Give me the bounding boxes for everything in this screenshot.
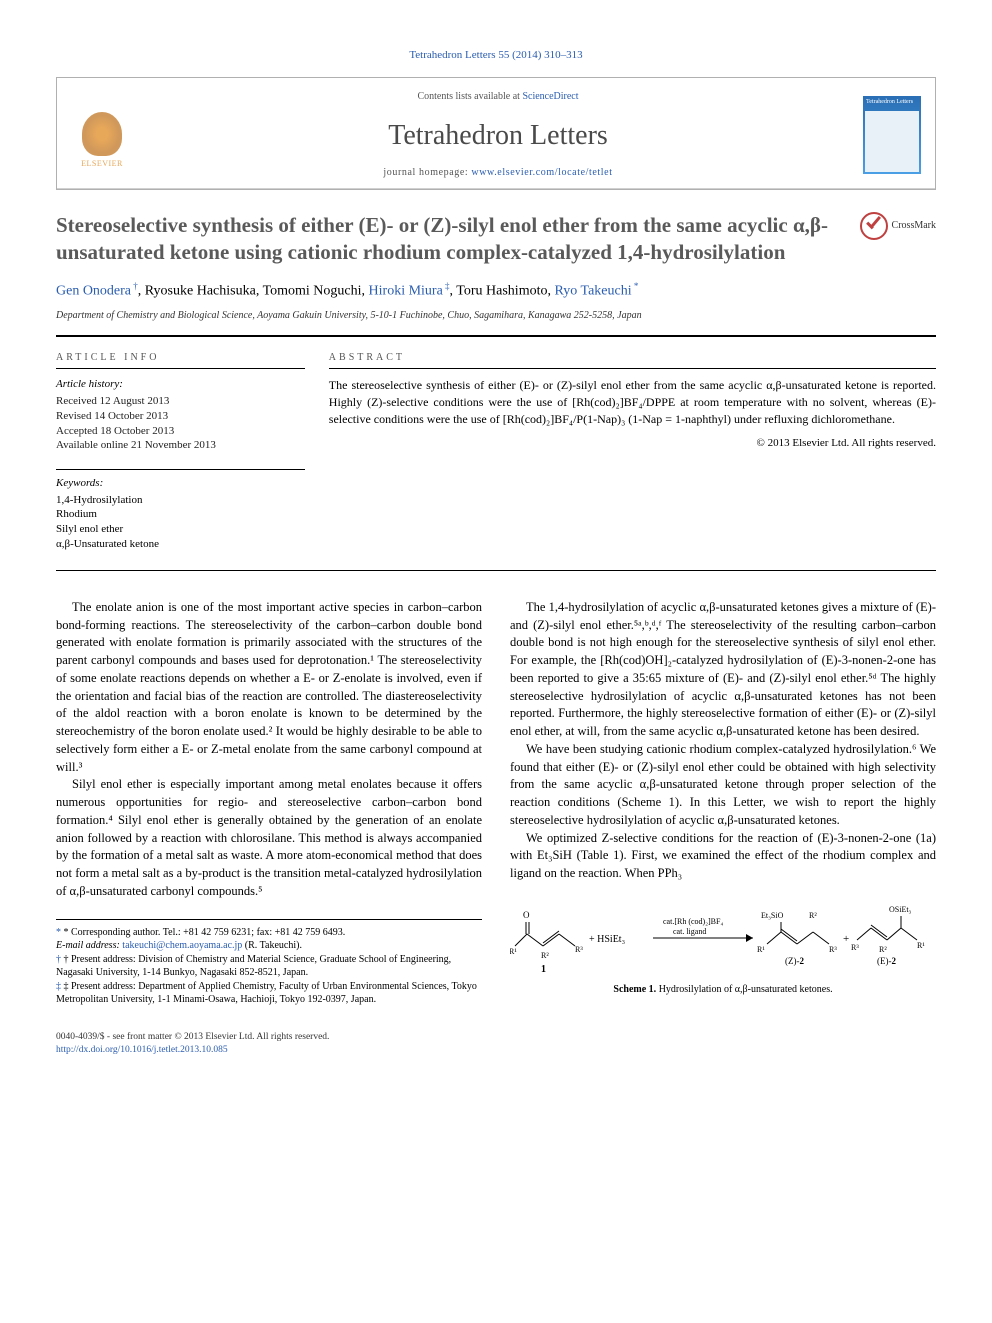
elsevier-label: ELSEVIER [81, 158, 123, 169]
scheme-1-caption: Scheme 1. Hydrosilylation of α,β-unsatur… [510, 983, 936, 997]
footnotes: * * Corresponding author. Tel.: +81 42 7… [56, 919, 482, 1007]
article-title: Stereoselective synthesis of either (E)-… [56, 212, 860, 267]
journal-cover-thumbnail: Tetrahedron Letters [863, 96, 921, 174]
body-para-r1: The 1,4-hydrosilylation of acyclic α,β-u… [510, 599, 936, 741]
article-info-label: ARTICLE INFO [56, 351, 305, 369]
scheme-1-figure: O R¹ R² R³ 1 + HSiEt₃ cat.[Rh (cod)₂] [510, 897, 936, 1003]
svg-text:OSiEt₃: OSiEt₃ [889, 905, 912, 914]
history-label: Article history: [56, 377, 305, 392]
journal-header: ELSEVIER Contents lists available at Sci… [56, 77, 936, 189]
footnote-dagger-text: † Present address: Division of Chemistry… [56, 954, 451, 979]
title-block: Stereoselective synthesis of either (E)-… [56, 212, 936, 338]
footnote-ddagger: ‡ ‡ Present address: Department of Appli… [56, 980, 482, 1007]
svg-text:+ HSiEt₃: + HSiEt₃ [589, 934, 625, 945]
history-accepted: Accepted 18 October 2013 [56, 424, 305, 439]
page-footer: 0040-4039/$ - see front matter © 2013 El… [56, 1031, 936, 1058]
author-takeuchi[interactable]: Ryo Takeuchi [554, 284, 631, 299]
footer-doi: http://dx.doi.org/10.1016/j.tetlet.2013.… [56, 1044, 329, 1057]
footer-left: 0040-4039/$ - see front matter © 2013 El… [56, 1031, 329, 1058]
homepage-prefix: journal homepage: [383, 167, 471, 178]
svg-text:R²: R² [809, 911, 817, 920]
doi-link[interactable]: http://dx.doi.org/10.1016/j.tetlet.2013.… [56, 1045, 228, 1055]
authors-line: Gen Onodera †, Ryosuke Hachisuka, Tomomi… [56, 280, 936, 301]
email-suffix: (R. Takeuchi). [242, 940, 302, 951]
svg-text:(Z)-2: (Z)-2 [785, 956, 805, 966]
email-link[interactable]: takeuchi@chem.aoyama.ac.jp [122, 940, 242, 951]
affiliation: Department of Chemistry and Biological S… [56, 309, 936, 323]
body-para-l1: The enolate anion is one of the most imp… [56, 599, 482, 777]
svg-text:R¹: R¹ [917, 941, 925, 950]
svg-text:R¹: R¹ [757, 945, 765, 954]
scheme-caption-text: Hydrosilylation of α,β-unsaturated keton… [656, 984, 832, 995]
svg-text:R³: R³ [829, 945, 837, 954]
svg-text:(E)-2: (E)-2 [877, 956, 897, 966]
scheme-1-svg: O R¹ R² R³ 1 + HSiEt₃ cat.[Rh (cod)₂] [510, 898, 936, 982]
body-para-r3: We optimized Z-selective conditions for … [510, 830, 936, 883]
author-noguchi: Tomomi Noguchi [263, 284, 362, 299]
abstract-copyright: © 2013 Elsevier Ltd. All rights reserved… [329, 436, 936, 451]
history-revised: Revised 14 October 2013 [56, 409, 305, 424]
corr-sup[interactable]: * [632, 281, 639, 291]
contents-available-line: Contents lists available at ScienceDirec… [133, 90, 863, 104]
svg-text:cat. ligand: cat. ligand [673, 927, 706, 936]
svg-text:O: O [523, 910, 530, 920]
keyword-2: Rhodium [56, 507, 305, 522]
homepage-link[interactable]: www.elsevier.com/locate/tetlet [471, 167, 612, 178]
abstract-text: The stereoselective synthesis of either … [329, 377, 936, 427]
history-online: Available online 21 November 2013 [56, 438, 305, 453]
footnote-corr: * * Corresponding author. Tel.: +81 42 7… [56, 926, 482, 940]
info-abstract-row: ARTICLE INFO Article history: Received 1… [56, 351, 936, 571]
abstract-label: ABSTRACT [329, 351, 936, 369]
svg-text:R³: R³ [575, 945, 583, 954]
scheme-1-structures: O R¹ R² R³ 1 + HSiEt₃ cat.[Rh (cod)₂] [510, 903, 936, 977]
svg-text:1: 1 [541, 964, 546, 975]
article-info-column: ARTICLE INFO Article history: Received 1… [56, 351, 329, 552]
footnote-email: E-mail address: takeuchi@chem.aoyama.ac.… [56, 939, 482, 953]
elsevier-logo: ELSEVIER [71, 101, 133, 169]
author-miura[interactable]: Hiroki Miura [369, 284, 443, 299]
footnote-dagger: † † Present address: Division of Chemist… [56, 953, 482, 980]
crossmark-badge[interactable]: CrossMark [860, 212, 936, 240]
keyword-3: Silyl enol ether [56, 522, 305, 537]
footnote-corr-text: * Corresponding author. Tel.: +81 42 759… [64, 927, 346, 938]
citation-link[interactable]: Tetrahedron Letters 55 (2014) 310–313 [409, 49, 582, 61]
abstract-column: ABSTRACT The stereoselective synthesis o… [329, 351, 936, 552]
email-label: E-mail address: [56, 940, 122, 951]
cover-art [865, 111, 919, 172]
body-left-column: The enolate anion is one of the most imp… [56, 599, 482, 1007]
body-para-r2: We have been studying cationic rhodium c… [510, 741, 936, 830]
svg-text:cat.[Rh (cod)₂]BF₄: cat.[Rh (cod)₂]BF₄ [663, 917, 723, 926]
svg-text:R²: R² [541, 951, 549, 960]
svg-text:+: + [843, 933, 849, 945]
svg-text:R¹: R¹ [510, 947, 517, 956]
elsevier-tree-icon [82, 112, 122, 156]
history-received: Received 12 August 2013 [56, 394, 305, 409]
footnote-ddagger-text: ‡ Present address: Department of Applied… [56, 981, 477, 1006]
citation-line: Tetrahedron Letters 55 (2014) 310–313 [56, 48, 936, 63]
dagger-sup[interactable]: † [131, 281, 138, 291]
sciencedirect-link[interactable]: ScienceDirect [522, 91, 578, 102]
cover-label: Tetrahedron Letters [863, 96, 921, 109]
keyword-4: α,β-Unsaturated ketone [56, 537, 305, 552]
body-right-column: The 1,4-hydrosilylation of acyclic α,β-u… [510, 599, 936, 1007]
author-onodera[interactable]: Gen Onodera [56, 284, 131, 299]
body-para-l2: Silyl enol ether is especially important… [56, 776, 482, 900]
contents-prefix: Contents lists available at [417, 91, 522, 102]
body-columns: The enolate anion is one of the most imp… [56, 599, 936, 1007]
footer-copyright: 0040-4039/$ - see front matter © 2013 El… [56, 1031, 329, 1044]
scheme-caption-bold: Scheme 1. [613, 984, 656, 995]
crossmark-icon [860, 212, 888, 240]
svg-text:Et₃SiO: Et₃SiO [761, 911, 784, 920]
ddagger-sup[interactable]: ‡ [443, 281, 450, 291]
crossmark-label: CrossMark [892, 219, 936, 233]
svg-text:R³: R³ [851, 943, 859, 952]
keyword-1: 1,4-Hydrosilylation [56, 493, 305, 508]
homepage-line: journal homepage: www.elsevier.com/locat… [133, 166, 863, 180]
journal-name: Tetrahedron Letters [133, 116, 863, 155]
svg-text:R²: R² [879, 945, 887, 954]
author-hachisuka: Ryosuke Hachisuka [145, 284, 256, 299]
author-hashimoto: Toru Hashimoto [456, 284, 547, 299]
keywords-label: Keywords: [56, 469, 305, 491]
